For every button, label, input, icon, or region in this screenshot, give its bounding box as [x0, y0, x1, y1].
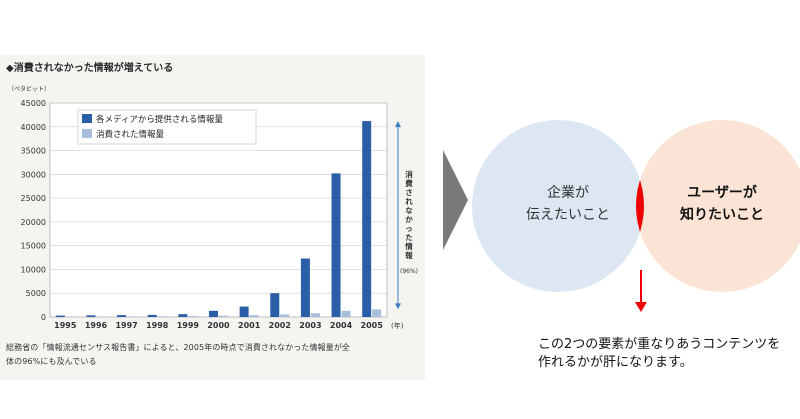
- conclusion-text: この2つの要素が重なりあうコンテンツを 作れるかが肝になります。: [538, 336, 780, 372]
- legend-label: 消費された情報量: [96, 129, 165, 140]
- venn-diagram: [472, 120, 800, 312]
- bar-provided: [55, 315, 65, 317]
- chevron-right-icon: [443, 150, 468, 250]
- y-tick-label: 45000: [21, 99, 46, 108]
- legend-box: [77, 109, 257, 145]
- x-tick-label: 1996: [85, 321, 108, 330]
- arrow-up-icon: [395, 121, 401, 128]
- bar-consumed: [219, 315, 228, 317]
- bar-consumed: [341, 310, 351, 317]
- bar-consumed: [372, 309, 382, 317]
- venn-label-company-line2: 伝えたいこと: [526, 207, 610, 223]
- venn-label-user-line2: 知りたいこと: [680, 207, 764, 223]
- annotation-char: さ: [405, 188, 413, 197]
- annotation-char: な: [405, 206, 413, 215]
- annotation-char: 費: [405, 178, 413, 188]
- bar-provided: [178, 314, 188, 317]
- annotation-char: 消: [405, 169, 413, 179]
- conclusion-line-1: この2つの要素が重なりあうコンテンツを: [538, 337, 781, 352]
- annotation-char: っ: [405, 224, 413, 233]
- bar-provided: [209, 310, 218, 317]
- x-tick-label: 2002: [269, 321, 291, 330]
- x-tick-label: 2000: [207, 321, 230, 330]
- bar-consumed: [280, 314, 290, 317]
- chart-caption: 総務省の「情報流通センサス報告書」によると、2005年の時点で消費されなかった情…: [6, 341, 421, 369]
- bar-consumed: [127, 316, 137, 317]
- y-tick-label: 0: [41, 313, 46, 322]
- venn-circle-user: [636, 120, 800, 292]
- x-tick-label: 1998: [146, 321, 169, 330]
- venn-label-company: 企業が 伝えたいこと: [526, 182, 610, 226]
- x-tick-label: 2003: [299, 321, 321, 330]
- y-tick-label: 10000: [21, 265, 46, 274]
- venn-label-company-line1: 企業が: [547, 185, 589, 201]
- caption-line-2: 体の96%にも及んでいる: [6, 357, 97, 366]
- x-tick-label: 2004: [330, 321, 353, 330]
- caption-line-1: 総務省の「情報流通センサス報告書」によると、2005年の時点で消費されなかった情…: [6, 343, 351, 352]
- bar-provided: [331, 173, 341, 317]
- bar-provided: [239, 306, 249, 317]
- x-tick-label: 1997: [115, 321, 137, 330]
- bar-provided: [270, 293, 280, 317]
- y-tick-label: 20000: [21, 218, 46, 227]
- annotation-char: 情: [404, 241, 413, 251]
- bar-consumed: [188, 316, 198, 317]
- venn-label-user: ユーザーが 知りたいこと: [680, 182, 764, 226]
- bar-provided: [117, 315, 127, 317]
- bar-consumed: [157, 316, 167, 317]
- annotation-char: 報: [405, 250, 413, 260]
- annotation-char: か: [405, 215, 413, 224]
- x-tick-label: 1999: [177, 321, 200, 330]
- annotation-percent: (96%): [400, 268, 418, 275]
- bar-provided: [300, 258, 310, 317]
- y-tick-label: 35000: [21, 147, 46, 156]
- y-axis-unit: （ペタビット）: [8, 86, 51, 93]
- legend-swatch: [82, 129, 92, 138]
- y-tick-label: 25000: [21, 194, 46, 203]
- chart-title: ◆消費されなかった情報が増えている: [6, 63, 174, 74]
- legend-swatch: [82, 114, 92, 123]
- conclusion-line-2: 作れるかが肝になります。: [538, 355, 693, 370]
- pointer-arrow: [635, 270, 647, 312]
- y-tick-label: 5000: [26, 289, 46, 298]
- y-tick-label: 15000: [21, 242, 46, 251]
- x-tick-label: 1995: [54, 321, 77, 330]
- bar-provided: [362, 121, 372, 318]
- venn-circle-company: [472, 120, 644, 292]
- annotation-char: た: [405, 232, 413, 242]
- bar-provided: [86, 315, 96, 317]
- x-axis-unit: (年): [391, 321, 404, 330]
- bar-consumed: [249, 315, 259, 317]
- legend-label: 各メディアから提供される情報量: [96, 114, 223, 125]
- y-tick-label: 40000: [21, 123, 46, 132]
- y-tick-label: 30000: [21, 170, 46, 179]
- bar-consumed: [310, 313, 320, 317]
- venn-label-user-line1: ユーザーが: [687, 185, 757, 201]
- annotation-char: れ: [405, 197, 413, 206]
- x-tick-label: 2005: [361, 321, 384, 330]
- arrow-down-icon: [395, 303, 401, 310]
- x-tick-label: 2001: [238, 321, 261, 330]
- bar-provided: [147, 314, 157, 317]
